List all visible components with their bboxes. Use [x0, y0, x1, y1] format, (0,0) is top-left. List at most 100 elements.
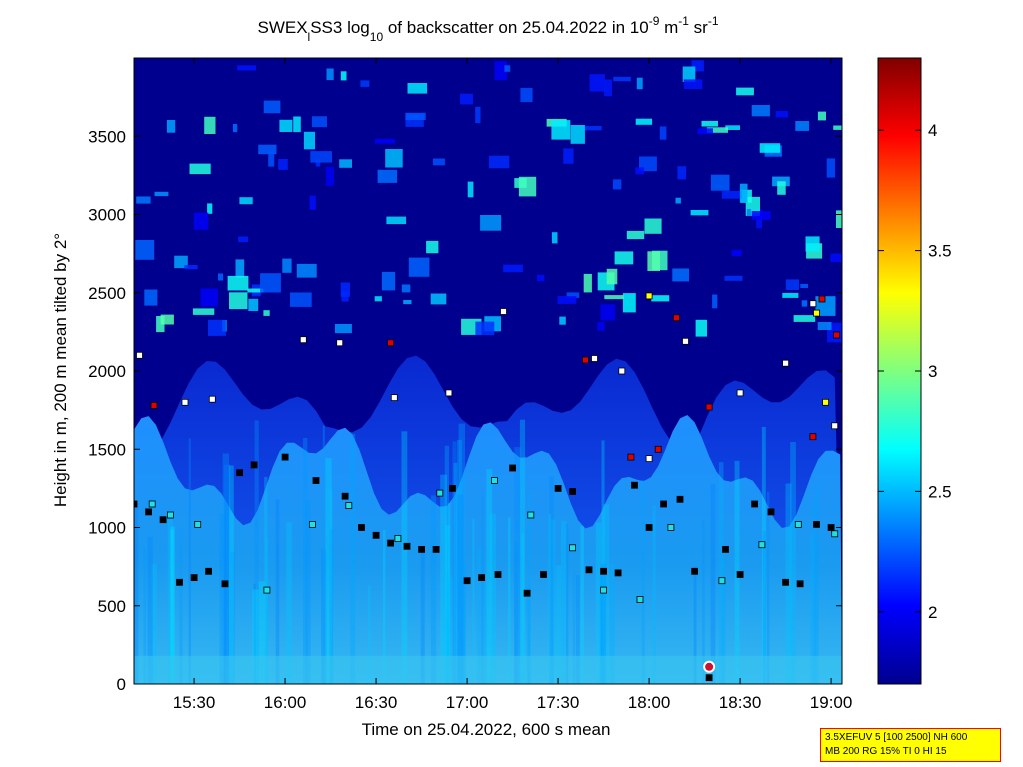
backscatter-streak — [762, 530, 767, 684]
special-circle-marker — [703, 660, 716, 673]
cloud-cell — [597, 322, 605, 331]
red-square-marker — [627, 453, 635, 461]
cloud-cell — [635, 118, 653, 125]
backscatter-streak — [219, 513, 227, 684]
backscatter-streak — [305, 500, 311, 684]
black-square-marker — [236, 469, 244, 477]
cloud-cell — [401, 284, 411, 293]
colorbar-tick-label: 2.5 — [928, 482, 952, 501]
black-square-marker — [614, 569, 622, 577]
cloud-cell — [785, 279, 799, 290]
black-square-marker — [751, 500, 758, 508]
backscatter-streak — [143, 547, 147, 684]
white-square-marker — [299, 336, 307, 344]
black-square-marker — [813, 521, 820, 528]
yellow-square-marker — [813, 309, 820, 317]
red-square-marker — [150, 401, 158, 409]
cloud-cell — [647, 251, 660, 271]
black-square-marker — [341, 492, 349, 500]
cloud-cell — [207, 203, 213, 214]
cloud-cell — [144, 289, 158, 306]
cloud-cell — [659, 126, 667, 140]
cloud-cell — [805, 236, 820, 252]
black-square-marker — [250, 461, 258, 469]
backscatter-streak — [264, 476, 268, 684]
black-square-marker — [691, 567, 698, 575]
cloud-cell — [613, 76, 631, 82]
red-square-marker — [106, 418, 112, 424]
backscatter-streak — [383, 529, 386, 684]
cloud-cell — [405, 112, 426, 120]
cloud-cell — [584, 126, 602, 131]
cloud-cell — [494, 61, 507, 81]
backscatter-streak — [224, 464, 231, 684]
cloud-cell — [583, 273, 592, 293]
black-square-marker — [736, 571, 744, 578]
cloud-cell — [833, 125, 842, 130]
backscatter-streak — [472, 518, 475, 684]
cloud-cell — [651, 295, 670, 302]
black-square-marker — [796, 580, 804, 588]
colorbar-tick-label: 3.5 — [928, 242, 952, 261]
cyan-square-marker — [569, 544, 576, 552]
black-square-marker — [767, 508, 775, 516]
backscatter-streak — [452, 441, 457, 684]
cloud-cell — [386, 216, 407, 225]
cloud-cell — [759, 143, 781, 153]
black-square-marker — [221, 580, 229, 588]
cloud-cell — [218, 273, 224, 281]
y-axis: 0 500 1000 1500 2000 2500 3000 3500 — [88, 127, 842, 694]
black-square-marker — [403, 542, 411, 550]
cloud-cell — [208, 319, 226, 336]
cloud-cell — [739, 183, 748, 203]
cloud-cell — [570, 125, 585, 144]
red-square-marker — [654, 445, 662, 453]
backscatter-streak — [151, 563, 157, 684]
backscatter-streak — [440, 474, 447, 684]
backscatter-streak — [521, 533, 525, 684]
red-square-marker — [673, 314, 680, 322]
backscatter-streak — [702, 519, 705, 684]
black-square-marker — [782, 578, 789, 586]
backscatter-streak — [445, 525, 450, 684]
cloud-cell — [293, 116, 301, 133]
cloud-cell — [430, 293, 447, 305]
backscatter-streak — [329, 489, 333, 684]
backscatter-streak — [134, 506, 139, 684]
cyan-square-marker — [600, 586, 607, 594]
y-tick-label: 1500 — [88, 440, 126, 459]
white-square-marker — [136, 351, 143, 359]
black-square-marker — [159, 516, 167, 524]
backscatter-streak — [458, 423, 465, 684]
white-square-marker — [809, 300, 817, 308]
black-square-marker — [418, 546, 426, 553]
yellow-square-marker — [822, 398, 829, 406]
cloud-cell — [263, 310, 270, 316]
cloud-cell — [793, 315, 816, 322]
chart-title: SWEXlSS3 log10 of backscatter on 25.04.2… — [257, 14, 718, 44]
cloud-cell — [340, 71, 347, 81]
backscatter-streak — [652, 505, 656, 684]
backscatter-streak — [444, 445, 449, 684]
white-square-marker — [736, 389, 744, 397]
backscatter-streak — [457, 494, 464, 684]
red-square-marker — [833, 331, 840, 339]
x-tick-label: 16:00 — [264, 693, 307, 712]
black-square-marker — [509, 464, 517, 472]
backscatter-streak — [368, 585, 371, 684]
cloud-cell — [278, 159, 288, 170]
x-axis: 15:30 16:00 16:30 17:00 17:30 18:00 18:30 19:00 — [173, 58, 852, 712]
backscatter-streak — [601, 440, 605, 684]
cloud-cell — [817, 322, 832, 330]
cyan-square-marker — [394, 535, 402, 542]
backscatter-streak — [489, 513, 496, 684]
x-tick-label: 18:30 — [719, 693, 762, 712]
cloud-cell — [589, 74, 605, 92]
backscatter-streak — [477, 547, 482, 684]
backscatter-streak — [430, 495, 437, 684]
cloud-cell — [690, 210, 709, 216]
backscatter-streak — [286, 522, 292, 684]
cloud-cell — [677, 166, 687, 180]
cloud-cell — [200, 288, 218, 307]
